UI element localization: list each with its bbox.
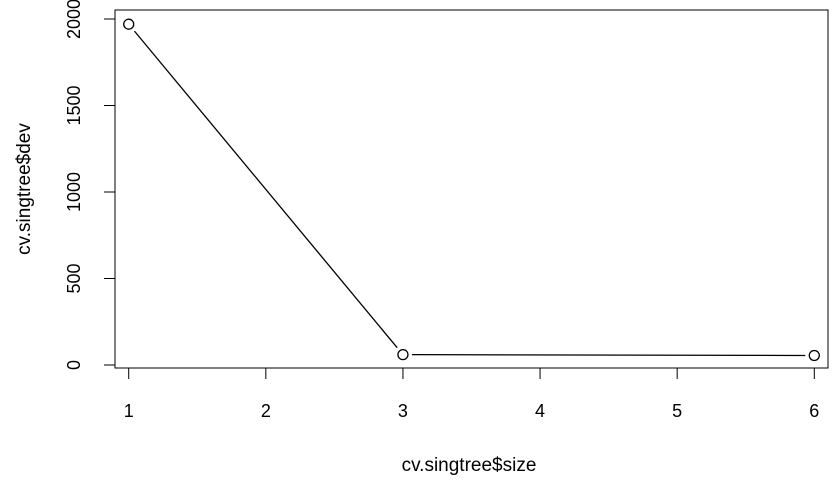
data-point — [808, 349, 820, 362]
x-axis-label: cv.singtree$size — [402, 455, 537, 476]
series-line — [123, 18, 820, 362]
series-segment — [133, 30, 398, 349]
series-segment — [411, 353, 806, 357]
data-point — [397, 348, 409, 361]
y-tick-label: 500 — [64, 263, 84, 293]
y-tick-label: 0 — [64, 360, 84, 370]
x-tick-label: 2 — [261, 401, 271, 421]
x-tick-label: 4 — [535, 401, 545, 421]
x-tick-label: 6 — [809, 401, 819, 421]
x-tick-label: 5 — [672, 401, 682, 421]
y-tick-label: 2000 — [64, 0, 84, 39]
x-tick-label: 3 — [398, 401, 408, 421]
data-point — [123, 18, 135, 30]
y-tick-label: 1500 — [64, 85, 84, 125]
x-tick-label: 1 — [124, 401, 134, 421]
y-tick-label: 1000 — [64, 172, 84, 212]
y-axis: 0 500 1000 1500 2000 — [64, 0, 116, 370]
x-axis: 1 2 3 4 5 6 — [124, 367, 819, 421]
plot-box — [114, 9, 829, 369]
y-axis-label: cv.singtree$dev — [14, 123, 35, 255]
